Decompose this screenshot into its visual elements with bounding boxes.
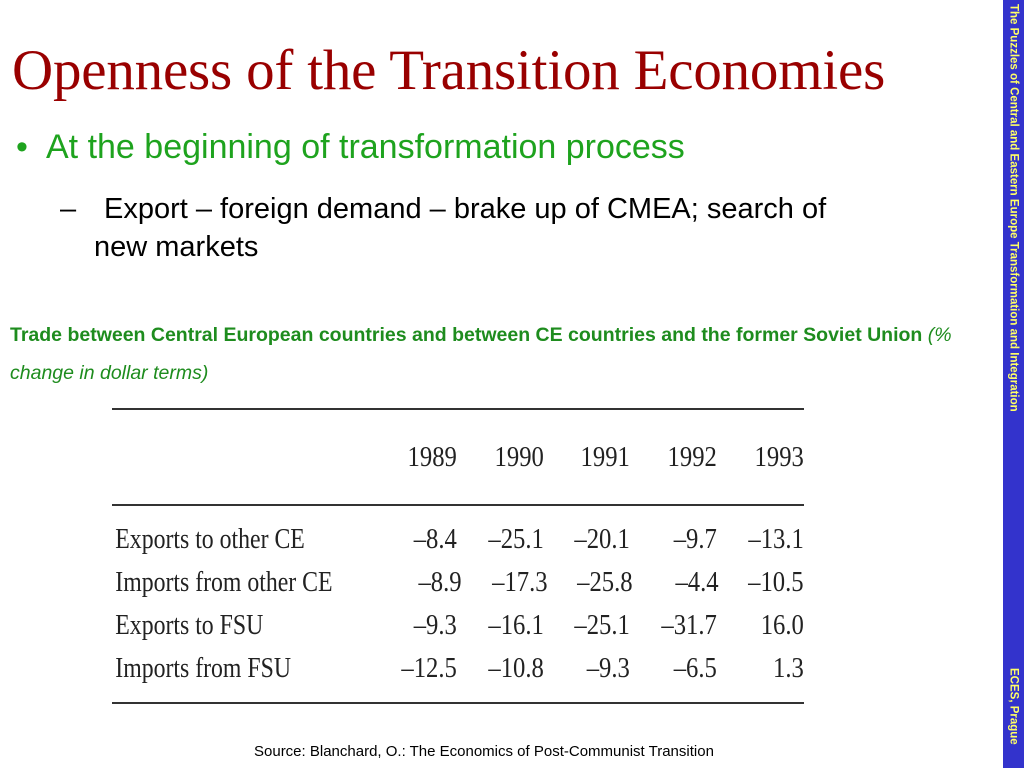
table-cell: –9.3: [413, 609, 457, 641]
table-cell: –9.3: [587, 652, 631, 684]
table-caption: Trade between Central European countries…: [10, 316, 990, 392]
slide-title: Openness of the Transition Economies: [12, 39, 886, 102]
header-year: 1992: [667, 440, 718, 473]
table-cell: –10.8: [487, 652, 544, 684]
table-cell: 1.3: [773, 652, 805, 684]
row-label: Exports to other CE: [115, 523, 305, 555]
sidebar-institution: ECES, Prague: [1007, 668, 1020, 745]
sidebar-course-title: The Puzzles of Central and Eastern Europ…: [1007, 4, 1020, 412]
table-cell: –20.1: [574, 523, 631, 555]
table-cell: –25.1: [574, 609, 631, 641]
header-year: 1990: [494, 440, 544, 473]
row-label: Imports from other CE: [115, 566, 333, 598]
table-cell: –4.4: [675, 566, 719, 598]
subbullet-text-line1: Export – foreign demand – brake up of CM…: [104, 193, 827, 225]
row-label: Imports from FSU: [115, 652, 292, 684]
header-year: 1989: [407, 440, 457, 473]
caption-italic: (% change in dollar terms): [10, 324, 952, 384]
table-row: Imports from other CE –8.9 –17.3 –25.8 –…: [112, 561, 804, 604]
table-cell: –31.7: [661, 609, 718, 641]
sidebar-band: [1003, 0, 1024, 768]
bullet-text: At the beginning of transformation proce…: [46, 128, 685, 166]
source-note: Source: Blanchard, O.: The Economics of …: [254, 743, 714, 760]
subbullet-marker: –: [60, 193, 77, 225]
header-year: 1991: [581, 440, 631, 473]
table-cell: –16.1: [487, 609, 544, 641]
table-cell: –8.9: [418, 566, 462, 598]
table-cell: –17.3: [491, 566, 548, 598]
row-label: Exports to FSU: [115, 609, 264, 641]
table-cell: –9.7: [674, 523, 718, 555]
subbullet-text-line2: new markets: [94, 231, 259, 263]
table-row: Exports to FSU –9.3 –16.1 –25.1 –31.7 16…: [112, 604, 804, 647]
table-cell: –6.5: [674, 652, 718, 684]
table-cell: –12.5: [401, 652, 457, 684]
table-cell: –25.1: [487, 523, 544, 555]
table-cell: –13.1: [748, 523, 805, 555]
table-cell: 16.0: [760, 609, 805, 641]
table-cell: –25.8: [577, 566, 633, 598]
bullet-item: • At the beginning of transformation proc…: [16, 128, 685, 167]
table-rule-mid: [112, 504, 804, 506]
table-row: Imports from FSU –12.5 –10.8 –9.3 –6.5 1…: [112, 647, 804, 690]
table-header-row: 1989 1990 1991 1992 1993: [112, 410, 804, 504]
bullet-marker: •: [16, 128, 28, 166]
table-body: Exports to other CE –8.4 –25.1 –20.1 –9.…: [112, 506, 804, 702]
table-cell: –10.5: [748, 566, 804, 598]
header-year: 1993: [754, 440, 805, 473]
table-rule-bottom: [112, 702, 804, 704]
caption-bold: Trade between Central European countries…: [10, 324, 923, 346]
trade-table: 1989 1990 1991 1992 1993 Exports to othe…: [112, 408, 804, 704]
table-row: Exports to other CE –8.4 –25.1 –20.1 –9.…: [112, 518, 804, 561]
table-rule-top: [112, 408, 804, 410]
subbullet-item: – Export – foreign demand – brake up of C…: [60, 190, 980, 266]
table-cell: –8.4: [413, 523, 457, 555]
